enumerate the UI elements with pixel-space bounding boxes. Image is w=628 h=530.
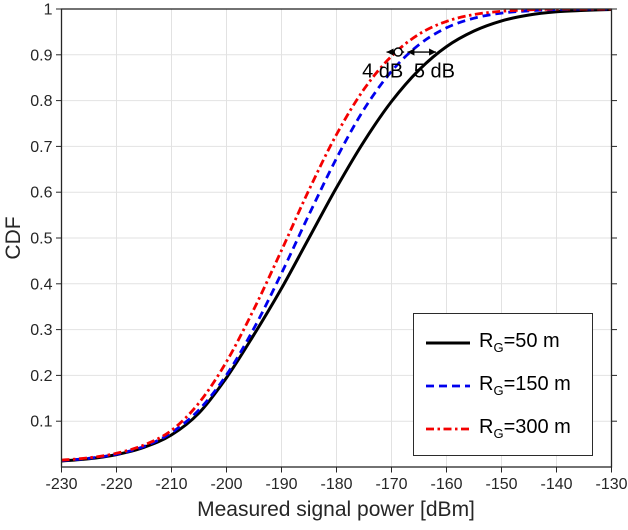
x-tick-label: -140 — [540, 476, 572, 493]
x-axis-label: Measured signal power [dBm] — [197, 498, 475, 521]
x-tick-label: -150 — [485, 476, 517, 493]
y-tick-label: 0.3 — [30, 322, 52, 339]
x-tick-label: -190 — [265, 476, 297, 493]
legend-item-label: RG=300 m — [479, 416, 571, 441]
legend-item: RG=300 m — [414, 407, 592, 450]
legend: RG=50 m RG=150 m RG=300 m — [413, 313, 593, 456]
legend-line-sample — [426, 427, 470, 430]
x-tick-label: -130 — [595, 476, 627, 493]
y-tick-label: 0.1 — [30, 414, 52, 431]
y-tick-label: 0.6 — [30, 185, 52, 202]
plot-box — [60, 8, 613, 468]
x-tick-label: -230 — [45, 476, 77, 493]
arrowhead-left — [386, 48, 394, 56]
x-tick-label: -180 — [320, 476, 352, 493]
arrowhead-left — [407, 48, 415, 56]
x-axis-ticks: -230 -220 -210 -200 -190 -180 -170 -160 -150 -140… — [45, 467, 628, 493]
x-tick-label: -220 — [100, 476, 132, 493]
curve-rg300m — [61, 9, 612, 462]
y-axis-ticks: 0.1 0.2 0.3 0.4 0.5 0.6 0.7 0.8 0.9 1 — [30, 2, 617, 431]
y-tick-label: 0.5 — [30, 231, 52, 248]
y-tick-label: 0.7 — [30, 139, 52, 156]
y-tick-label: 0.2 — [30, 368, 52, 385]
x-tick-label: -160 — [430, 476, 462, 493]
x-tick-label: -210 — [155, 476, 187, 493]
marker-circle — [393, 47, 403, 57]
legend-item: RG=50 m — [414, 321, 592, 364]
series-curves — [61, 9, 612, 463]
gap-annotation — [386, 47, 437, 57]
y-axis-label: CDF — [2, 216, 25, 260]
y-tick-label: 0.9 — [30, 47, 52, 64]
legend-line-sample — [426, 341, 470, 344]
x-tick-label: -170 — [375, 476, 407, 493]
y-tick-label: 1 — [44, 2, 53, 19]
legend-item-label: RG=50 m — [479, 330, 560, 355]
arrowhead-right — [429, 48, 437, 56]
y-tick-label: 0.8 — [30, 93, 52, 110]
legend-line-sample — [426, 384, 470, 387]
x-tick-label: -200 — [210, 476, 242, 493]
legend-item: RG=150 m — [414, 364, 592, 407]
legend-item-label: RG=150 m — [479, 373, 571, 398]
y-tick-label: 0.4 — [30, 276, 52, 293]
